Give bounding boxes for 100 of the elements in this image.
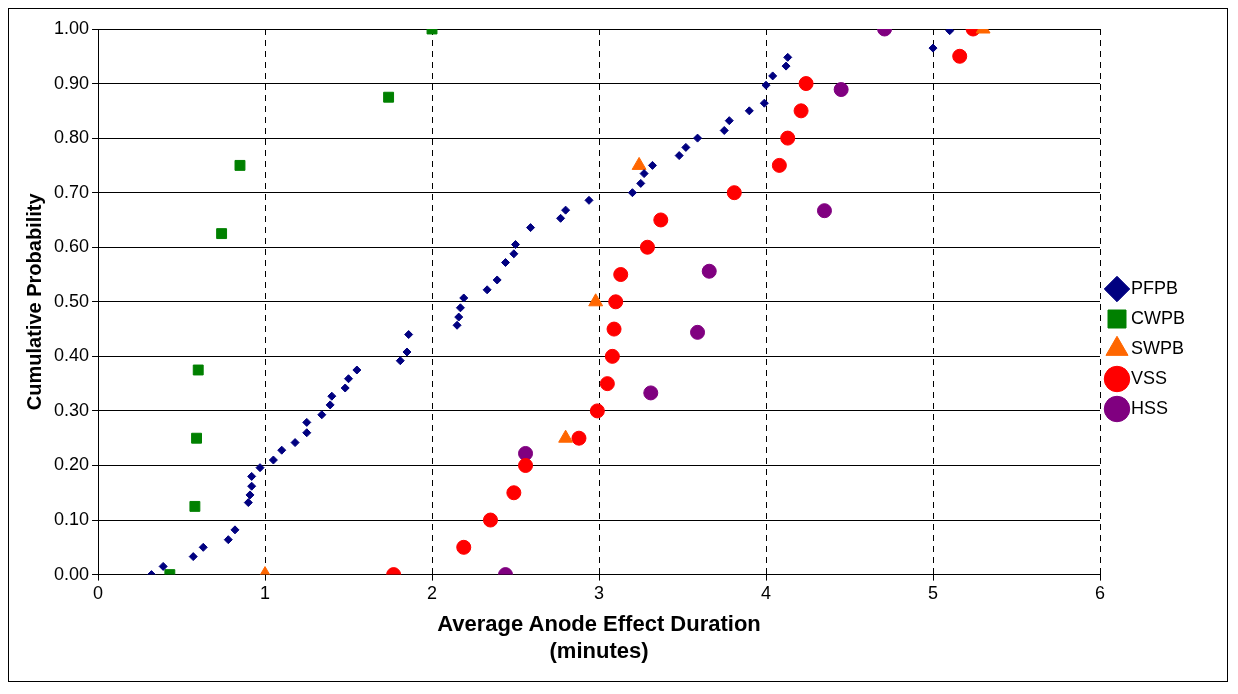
y-tick-label: 0.10 xyxy=(53,509,90,530)
point xyxy=(459,293,469,303)
point xyxy=(395,356,405,366)
point xyxy=(230,525,240,535)
point xyxy=(639,239,655,255)
point xyxy=(627,188,637,198)
point xyxy=(639,169,649,179)
point xyxy=(768,71,778,81)
y-tick-label: 0.70 xyxy=(53,181,90,202)
legend-label: PFPB xyxy=(1131,277,1179,298)
point xyxy=(188,552,198,562)
legend-label: HSS xyxy=(1131,397,1169,418)
point xyxy=(690,324,706,340)
point xyxy=(404,330,414,340)
point xyxy=(556,213,566,223)
x-tick-label: 0 xyxy=(93,583,104,604)
point xyxy=(798,76,814,92)
point xyxy=(506,485,522,501)
point xyxy=(492,275,502,285)
point xyxy=(674,151,684,161)
point xyxy=(216,228,228,240)
point xyxy=(452,320,462,330)
y-tick-label: 0.60 xyxy=(53,236,90,257)
point xyxy=(589,403,605,419)
point xyxy=(588,293,604,307)
point xyxy=(636,178,646,188)
x-tick-label: 6 xyxy=(1094,583,1106,604)
point xyxy=(781,61,791,71)
point xyxy=(653,212,669,228)
point xyxy=(192,364,204,376)
point xyxy=(302,417,312,427)
x-tick-label: 3 xyxy=(594,583,605,604)
x-axis-title: Average Anode Effect Duration (minutes) xyxy=(437,611,761,663)
point xyxy=(952,48,968,64)
point xyxy=(681,142,691,152)
point xyxy=(771,157,787,173)
point xyxy=(599,376,615,392)
point xyxy=(290,438,300,448)
point xyxy=(383,91,395,103)
x-tick-label: 1 xyxy=(260,583,271,604)
point xyxy=(759,98,769,108)
point xyxy=(302,428,312,438)
point xyxy=(928,43,938,53)
point xyxy=(719,125,729,135)
point xyxy=(198,542,208,552)
point xyxy=(501,258,510,268)
point xyxy=(647,160,657,170)
point xyxy=(509,249,519,259)
point xyxy=(643,385,659,401)
point xyxy=(243,498,253,508)
point xyxy=(606,321,622,337)
point xyxy=(724,116,734,126)
point xyxy=(352,365,362,375)
point xyxy=(793,103,809,119)
point xyxy=(816,203,832,219)
y-tick-label: 0.00 xyxy=(53,563,90,584)
point xyxy=(247,481,257,491)
y-tick-label: 1.00 xyxy=(53,17,90,38)
point xyxy=(561,205,571,215)
y-tick-label: 0.30 xyxy=(53,399,90,420)
point xyxy=(245,490,255,500)
point xyxy=(317,410,327,420)
point xyxy=(701,263,717,279)
y-tick-label: 0.50 xyxy=(53,290,90,311)
point xyxy=(571,430,587,446)
point xyxy=(454,312,464,322)
point xyxy=(482,512,498,528)
point xyxy=(340,383,350,393)
point xyxy=(191,432,203,444)
y-tick-label: 0.40 xyxy=(53,345,90,366)
point xyxy=(945,29,955,36)
point xyxy=(482,285,492,295)
point xyxy=(456,539,472,555)
x-tick-label: 4 xyxy=(761,583,772,604)
point xyxy=(344,374,354,384)
point xyxy=(518,457,534,473)
point xyxy=(613,267,629,283)
x-tick-label: 2 xyxy=(427,583,438,604)
point xyxy=(518,445,534,461)
legend-label: VSS xyxy=(1131,367,1168,388)
point xyxy=(223,535,233,545)
point xyxy=(584,195,594,205)
point xyxy=(325,400,335,410)
point xyxy=(833,82,849,98)
point xyxy=(761,80,771,90)
legend-label: SWPB xyxy=(1131,337,1185,358)
point xyxy=(693,133,703,143)
point xyxy=(247,471,257,481)
point xyxy=(608,294,624,310)
point xyxy=(783,52,793,62)
point xyxy=(780,130,796,146)
point xyxy=(189,500,201,512)
point xyxy=(511,240,521,250)
legend-label: CWPB xyxy=(1131,307,1185,328)
x-tick-label: 5 xyxy=(928,583,939,604)
y-tick-label: 0.80 xyxy=(53,127,90,148)
point xyxy=(255,463,265,473)
point xyxy=(402,347,412,357)
point xyxy=(234,159,246,171)
y-tick-label: 0.90 xyxy=(53,72,90,93)
